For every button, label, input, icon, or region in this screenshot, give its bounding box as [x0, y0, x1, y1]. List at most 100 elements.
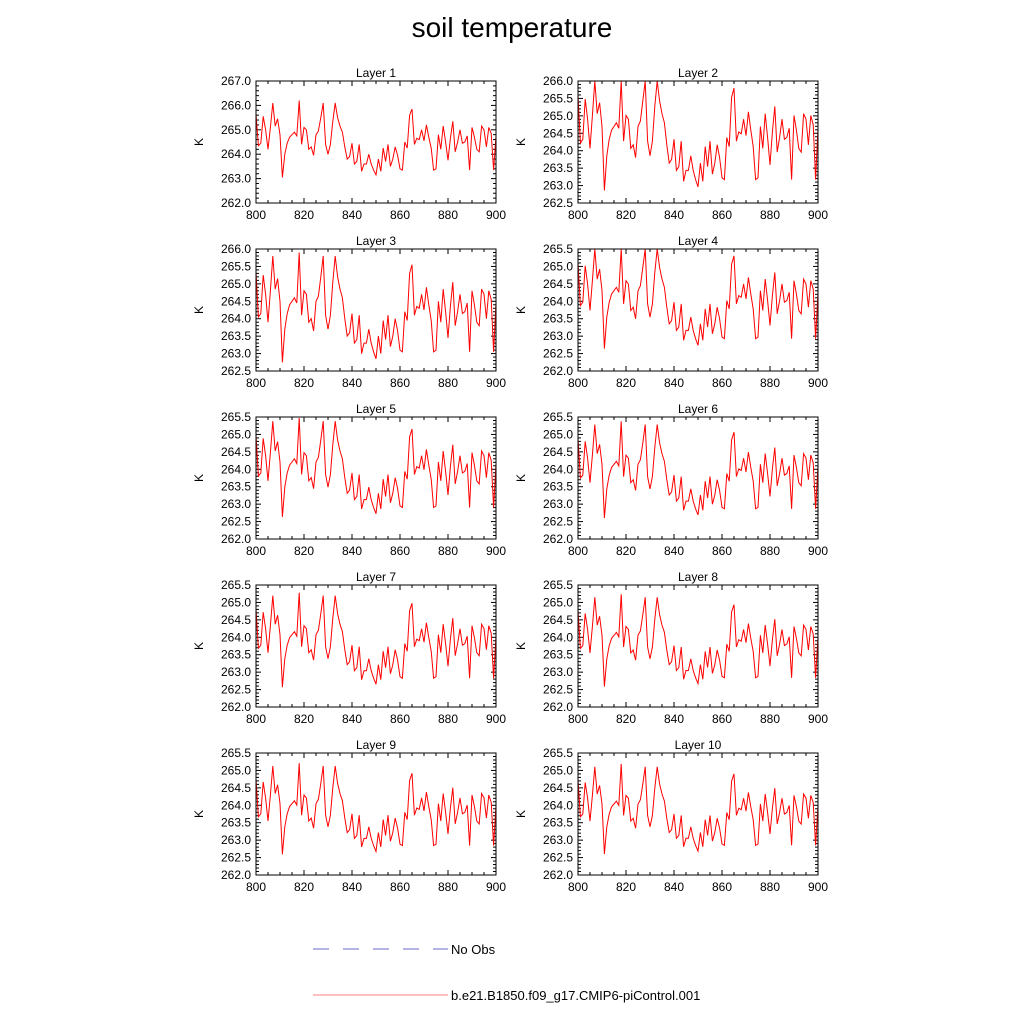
layer-10-ytick-label-1: 262.5: [543, 851, 573, 865]
layer-1-ytick-label-2: 264.0: [221, 147, 251, 161]
layer-4-ytick-label-0: 262.0: [543, 364, 573, 378]
layer-4-xtick-label-1: 820: [616, 376, 636, 390]
layer-2-ytick-label-7: 266.0: [543, 74, 573, 88]
layer-3-xtick-label-2: 840: [342, 376, 362, 390]
layer-3-ytick-label-7: 266.0: [221, 242, 251, 256]
layer-8-y-axis-label: K: [514, 642, 528, 650]
layer-6-ytick-label-7: 265.5: [543, 410, 573, 424]
layer-7-ytick-label-7: 265.5: [221, 578, 251, 592]
layer-3-xtick-label-5: 900: [486, 376, 506, 390]
layer-8-xtick-label-0: 800: [568, 712, 588, 726]
layer-9-plot-frame: [255, 752, 497, 876]
layer-8-ytick-label-4: 264.0: [543, 630, 573, 644]
layer-5-ytick-label-0: 262.0: [221, 532, 251, 546]
layer-1-ytick-label-5: 267.0: [221, 74, 251, 88]
layer-10-ytick-label-0: 262.0: [543, 868, 573, 882]
layer-5-ytick-label-1: 262.5: [221, 515, 251, 529]
layer-7-ytick-label-1: 262.5: [221, 683, 251, 697]
layer-8-ytick-label-6: 265.0: [543, 595, 573, 609]
legend-no-obs-label: No Obs: [451, 942, 496, 957]
layer-10-xtick-label-5: 900: [808, 880, 828, 894]
layer-2-plot-frame: [577, 80, 819, 204]
layer-10-title: Layer 10: [675, 738, 722, 752]
layer-3-ytick-label-2: 263.5: [221, 329, 251, 343]
layer-9-xtick-label-0: 800: [246, 880, 266, 894]
layer-8-plot-frame: [577, 584, 819, 708]
layer-1-xtick-label-3: 860: [390, 208, 410, 222]
layer-8-xtick-label-4: 880: [760, 712, 780, 726]
layer-3-ytick-label-0: 262.5: [221, 364, 251, 378]
layer-6-ytick-label-1: 262.5: [543, 515, 573, 529]
layer-8-xtick-label-1: 820: [616, 712, 636, 726]
layer-3-ytick-label-1: 263.0: [221, 347, 251, 361]
layer-8-ytick-label-1: 262.5: [543, 683, 573, 697]
layer-5-ytick-label-5: 264.5: [221, 445, 251, 459]
layer-4-ytick-label-6: 265.0: [543, 259, 573, 273]
layer-4-ytick-label-7: 265.5: [543, 242, 573, 256]
layer-6-ytick-label-2: 263.0: [543, 497, 573, 511]
layer-1-xtick-label-4: 880: [438, 208, 458, 222]
layer-5-title: Layer 5: [356, 402, 396, 416]
layer-9-ytick-label-5: 264.5: [221, 781, 251, 795]
layer-10-ytick-label-4: 264.0: [543, 798, 573, 812]
layer-10-xtick-label-1: 820: [616, 880, 636, 894]
layer-7-series-line: [255, 592, 497, 688]
layer-6-ytick-label-3: 263.5: [543, 480, 573, 494]
layer-6-ytick-label-6: 265.0: [543, 427, 573, 441]
layer-10-ytick-label-3: 263.5: [543, 816, 573, 830]
layer-10-series-line: [577, 763, 819, 855]
layer-9-series-line: [255, 763, 497, 855]
layer-2-y-axis-label: K: [514, 138, 528, 146]
layer-7-xtick-label-0: 800: [246, 712, 266, 726]
layer-7-ytick-label-0: 262.0: [221, 700, 251, 714]
layer-9-ytick-label-4: 264.0: [221, 798, 251, 812]
layer-3-xtick-label-3: 860: [390, 376, 410, 390]
layer-4-y-axis-label: K: [514, 306, 528, 314]
layer-6-xtick-label-3: 860: [712, 544, 732, 558]
layer-5-ytick-label-3: 263.5: [221, 480, 251, 494]
layer-7-xtick-label-3: 860: [390, 712, 410, 726]
layer-6-xtick-label-1: 820: [616, 544, 636, 558]
layer-10-xtick-label-0: 800: [568, 880, 588, 894]
layer-4-xtick-label-4: 880: [760, 376, 780, 390]
layer-4-plot-frame: [577, 248, 819, 372]
layer-2-ytick-label-5: 265.0: [543, 109, 573, 123]
layer-2-xtick-label-4: 880: [760, 208, 780, 222]
layer-9-ytick-label-6: 265.0: [221, 763, 251, 777]
layer-3-series-line: [255, 252, 497, 363]
layer-1-series-line: [255, 100, 497, 178]
layer-1-ytick-label-0: 262.0: [221, 196, 251, 210]
layer-5-xtick-label-5: 900: [486, 544, 506, 558]
layer-4-xtick-label-0: 800: [568, 376, 588, 390]
layer-7-ytick-label-3: 263.5: [221, 648, 251, 662]
layer-5-plot-frame: [255, 416, 497, 540]
legend-series-label: b.e21.B1850.f09_g17.CMIP6-piControl.001: [451, 988, 700, 1003]
layer-7-y-axis-label: K: [192, 642, 206, 650]
layer-1-ytick-label-1: 263.0: [221, 172, 251, 186]
layer-6-xtick-label-2: 840: [664, 544, 684, 558]
layer-6-plot-frame: [577, 416, 819, 540]
layer-3-xtick-label-4: 880: [438, 376, 458, 390]
layer-8-ytick-label-0: 262.0: [543, 700, 573, 714]
layer-7-xtick-label-4: 880: [438, 712, 458, 726]
layer-10-plot-frame: [577, 752, 819, 876]
layer-9-xtick-label-2: 840: [342, 880, 362, 894]
layer-3-ytick-label-3: 264.0: [221, 312, 251, 326]
layer-3-ytick-label-6: 265.5: [221, 259, 251, 273]
layer-8-xtick-label-5: 900: [808, 712, 828, 726]
layer-2-ytick-label-6: 265.5: [543, 91, 573, 105]
layer-1-xtick-label-1: 820: [294, 208, 314, 222]
layer-1-xtick-label-2: 840: [342, 208, 362, 222]
layer-7-ytick-label-4: 264.0: [221, 630, 251, 644]
layer-6-title: Layer 6: [678, 402, 718, 416]
layer-8-xtick-label-2: 840: [664, 712, 684, 726]
layer-4-ytick-label-2: 263.0: [543, 329, 573, 343]
layer-4-series-line: [577, 248, 819, 349]
layer-2-title: Layer 2: [678, 66, 718, 80]
layer-7-xtick-label-1: 820: [294, 712, 314, 726]
layer-7-xtick-label-2: 840: [342, 712, 362, 726]
layer-7-ytick-label-2: 263.0: [221, 665, 251, 679]
layer-3-xtick-label-1: 820: [294, 376, 314, 390]
layer-9-xtick-label-4: 880: [438, 880, 458, 894]
